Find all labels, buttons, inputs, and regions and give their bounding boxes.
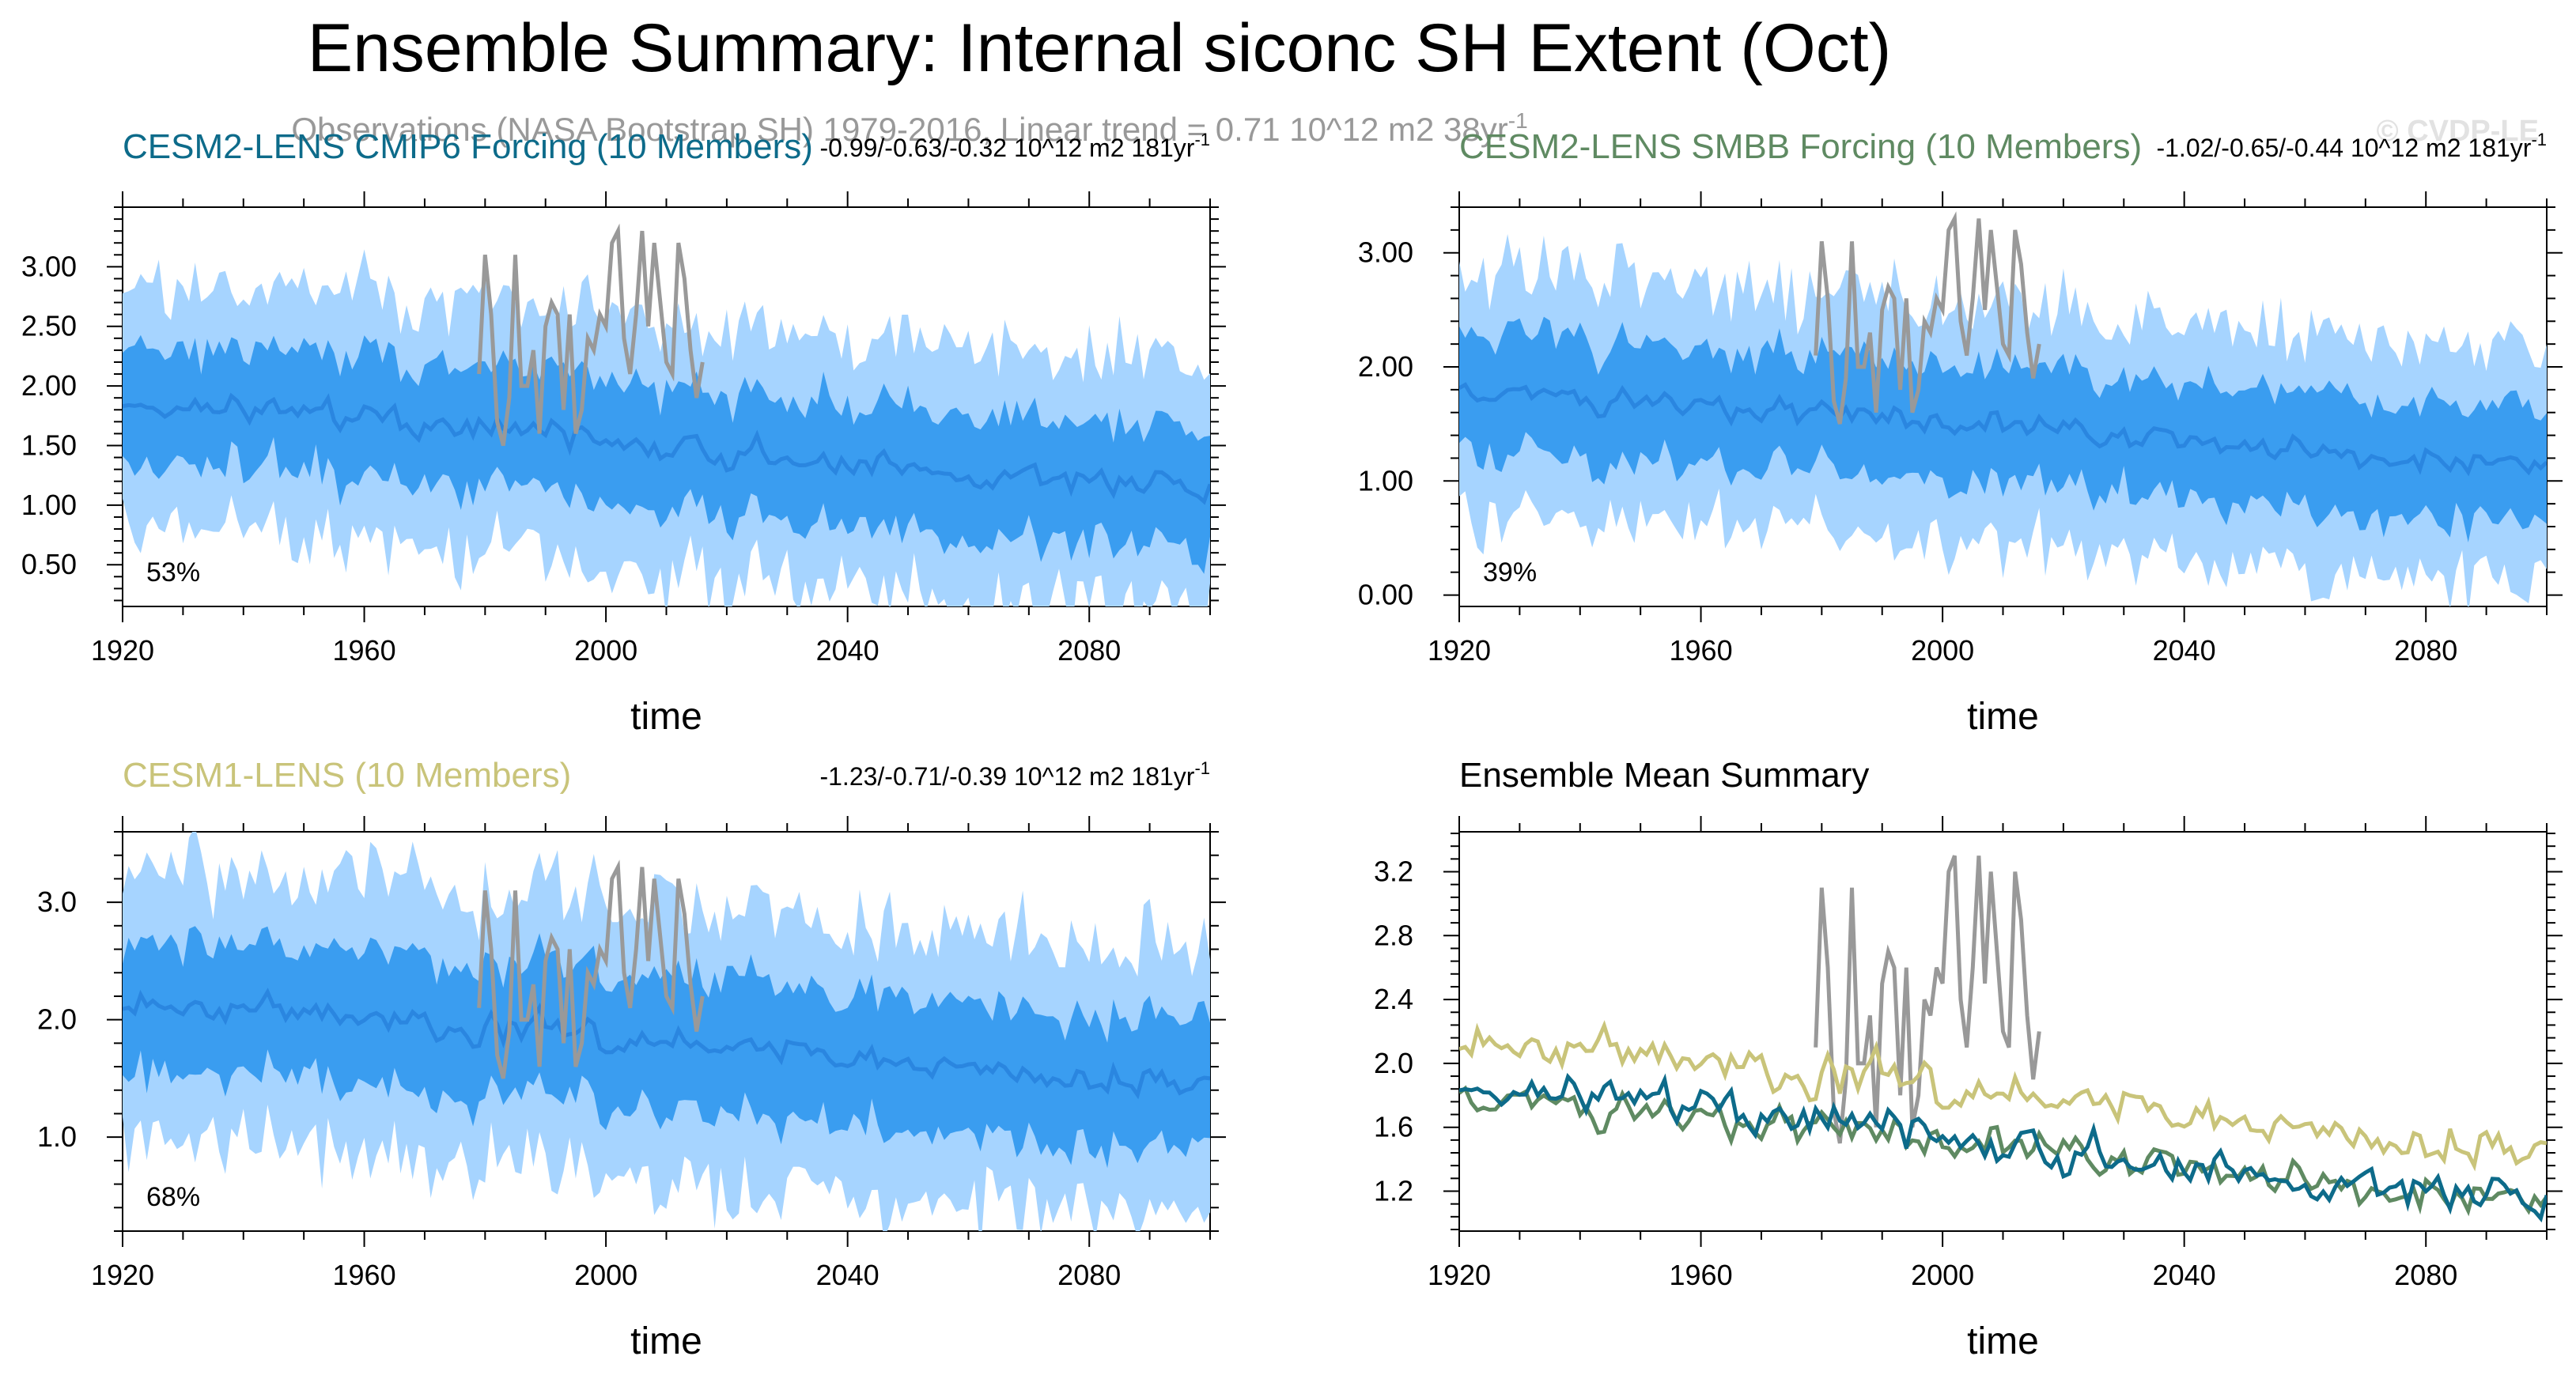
observations-label: Observations (NASA Bootstrap SH) 1979-20… xyxy=(291,108,1527,148)
trend-sup: -1 xyxy=(1194,130,1210,149)
x-axis-label: time xyxy=(630,1320,702,1362)
x-tick-label: 2040 xyxy=(2153,634,2216,667)
ensemble-mean-line xyxy=(123,392,1210,505)
observations-line xyxy=(477,859,705,1079)
x-tick-label: 1960 xyxy=(1670,1259,1733,1291)
x-tick-label: 1920 xyxy=(1428,634,1491,667)
ensemble-mean-line xyxy=(1459,382,2547,477)
y-tick-label: 3.2 xyxy=(1374,856,1413,888)
y-tick-label: 1.00 xyxy=(1358,464,1413,497)
panel-cesm2-smbb: 1920 1960 2000 2040 2080 0.00 1.00 2.00 3.00 time… xyxy=(1358,127,2563,738)
x-tick-label: 2000 xyxy=(574,634,637,667)
percent-label: 68% xyxy=(146,1182,200,1212)
trend-label: -0.99/-0.63/-0.32 10^12 m2 181yr-1 xyxy=(819,130,1210,162)
ensemble-iqr-band xyxy=(123,926,1210,1169)
x-tick-label: 1960 xyxy=(1670,634,1733,667)
x-tick-label: 1920 xyxy=(91,634,154,667)
panel-title: CESM2-LENS CMIP6 Forcing (10 Members) xyxy=(123,127,813,166)
panel-cesm1: 1920 1960 2000 2040 2080 1.0 2.0 3.0 time CESM1-L… xyxy=(37,756,1226,1362)
y-tick-label: 1.6 xyxy=(1374,1111,1413,1143)
y-tick-label: 1.2 xyxy=(1374,1175,1413,1207)
trend-text: -0.99/-0.63/-0.32 10^12 m2 181yr xyxy=(819,134,1194,162)
panel-title: Ensemble Mean Summary xyxy=(1459,756,1869,795)
watermark: © CVDP-LE xyxy=(2377,115,2539,148)
y-tick-label: 2.0 xyxy=(1374,1047,1413,1079)
panel-ensemble-mean: 1920 1960 2000 2040 2080 1.2 1.6 2.0 2.4 2.8 3.2 ti… xyxy=(1374,756,2563,1362)
plot-area xyxy=(123,832,1210,1231)
y-tick-label: 2.00 xyxy=(21,369,77,402)
percent-label: 39% xyxy=(1483,557,1537,587)
x-axis-label: time xyxy=(1967,696,2039,738)
x-tick-label: 2080 xyxy=(2394,634,2457,667)
x-axis-label: time xyxy=(630,696,702,738)
panel-title: CESM2-LENS SMBB Forcing (10 Members) xyxy=(1459,127,2142,166)
x-tick-label: 2040 xyxy=(2153,1259,2216,1291)
percent-label: 53% xyxy=(146,557,200,587)
x-tick-label: 1960 xyxy=(333,1259,396,1291)
y-tick-label: 1.50 xyxy=(21,429,77,461)
y-tick-label: 1.0 xyxy=(37,1120,77,1153)
y-tick-label: 2.50 xyxy=(21,310,77,342)
trend-sup: -1 xyxy=(2531,130,2547,149)
y-tick-label: 2.0 xyxy=(37,1003,77,1036)
x-tick-label: 2040 xyxy=(816,634,879,667)
figure-title: Ensemble Summary: Internal siconc SH Ext… xyxy=(308,10,1892,86)
x-tick-label: 1960 xyxy=(333,634,396,667)
y-tick-label: 2.4 xyxy=(1374,983,1413,1015)
x-tick-label: 2000 xyxy=(1911,634,1974,667)
observations-label-sup: -1 xyxy=(1508,108,1528,133)
trend-sup: -1 xyxy=(1194,758,1210,778)
x-tick-label: 2040 xyxy=(816,1259,879,1291)
plot-area xyxy=(123,223,1210,606)
observations-line xyxy=(477,223,705,447)
y-tick-label: 3.0 xyxy=(37,886,77,918)
x-tick-label: 2080 xyxy=(1057,634,1121,667)
x-tick-label: 2080 xyxy=(1057,1259,1121,1291)
mean-line-cesm2-cmip6 xyxy=(1459,1072,2547,1223)
trend-text: -1.02/-0.65/-0.44 10^12 m2 181yr xyxy=(2156,134,2531,162)
x-tick-label: 1920 xyxy=(1428,1259,1491,1291)
mean-line-cesm2-smbb xyxy=(1459,1085,2547,1217)
observations-label-text: Observations (NASA Bootstrap SH) 1979-20… xyxy=(291,111,1507,148)
x-tick-label: 1920 xyxy=(91,1259,154,1291)
x-tick-label: 2000 xyxy=(574,1259,637,1291)
y-tick-label: 2.00 xyxy=(1358,350,1413,383)
y-tick-label: 3.00 xyxy=(21,250,77,282)
y-tick-label: 0.00 xyxy=(1358,579,1413,611)
plot-area xyxy=(1459,211,2547,606)
y-tick-label: 3.00 xyxy=(1358,236,1413,269)
ensemble-mean-line xyxy=(123,988,1210,1100)
mean-line-cesm1 xyxy=(1459,1020,2547,1172)
trend-label: -1.23/-0.71/-0.39 10^12 m2 181yr-1 xyxy=(819,758,1210,791)
y-tick-label: 2.8 xyxy=(1374,919,1413,951)
y-tick-label: 0.50 xyxy=(21,548,77,580)
trend-text: -1.23/-0.71/-0.39 10^12 m2 181yr xyxy=(819,762,1194,791)
plot-area xyxy=(1459,855,2547,1223)
observations-line xyxy=(1814,211,2041,425)
trend-label: -1.02/-0.65/-0.44 10^12 m2 181yr-1 xyxy=(2156,130,2547,162)
x-tick-label: 2000 xyxy=(1911,1259,1974,1291)
panel-title: CESM1-LENS (10 Members) xyxy=(123,756,571,795)
observations-line xyxy=(1814,855,2041,1144)
y-tick-label: 1.00 xyxy=(21,489,77,521)
panel-cesm2-cmip6: 1920 1960 2000 2040 2080 0.50 1.00 1.50 2.00 2.50… xyxy=(21,127,1226,738)
x-axis-label: time xyxy=(1967,1320,2039,1362)
x-tick-label: 2080 xyxy=(2394,1259,2457,1291)
